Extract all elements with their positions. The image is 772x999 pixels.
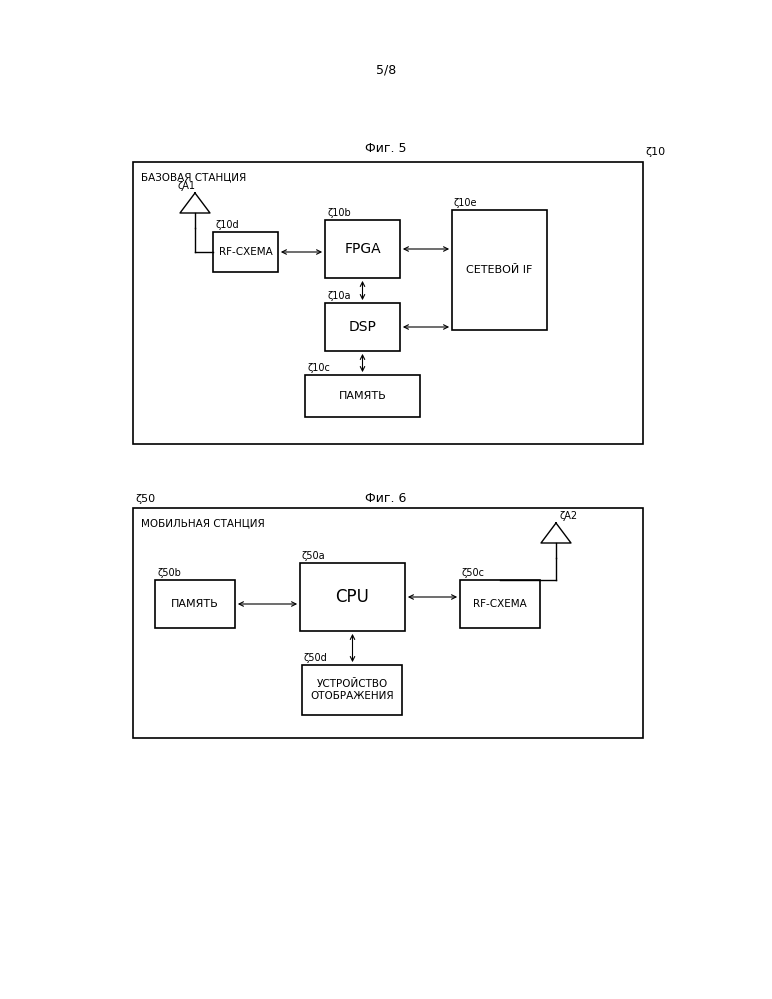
Bar xyxy=(155,580,235,628)
Text: ζ10c: ζ10c xyxy=(307,363,330,373)
Text: 5/8: 5/8 xyxy=(376,64,396,77)
Text: CPU: CPU xyxy=(336,588,370,606)
Text: УСТРОЙСТВО
ОТОБРАЖЕНИЯ: УСТРОЙСТВО ОТОБРАЖЕНИЯ xyxy=(310,679,394,701)
Text: ζ10b: ζ10b xyxy=(327,208,350,218)
Text: ζA2: ζA2 xyxy=(560,511,578,521)
Text: ζ50d: ζ50d xyxy=(304,653,328,663)
Text: FPGA: FPGA xyxy=(344,242,381,256)
Bar xyxy=(305,375,420,417)
Text: ζ50a: ζ50a xyxy=(302,551,326,561)
Text: RF-СХЕМА: RF-СХЕМА xyxy=(473,599,527,609)
Text: БАЗОВАЯ СТАНЦИЯ: БАЗОВАЯ СТАНЦИЯ xyxy=(141,172,246,182)
Text: Фиг. 6: Фиг. 6 xyxy=(365,492,407,504)
Text: ПАМЯТЬ: ПАМЯТЬ xyxy=(171,599,219,609)
Bar xyxy=(325,220,400,278)
Text: ζ10: ζ10 xyxy=(645,147,665,157)
Text: ζ50c: ζ50c xyxy=(462,568,485,578)
Bar xyxy=(302,665,402,715)
Bar xyxy=(213,232,278,272)
Text: ζ50: ζ50 xyxy=(135,494,155,504)
Text: ПАМЯТЬ: ПАМЯТЬ xyxy=(339,391,386,401)
Bar xyxy=(325,303,400,351)
Text: ζA1: ζA1 xyxy=(177,181,195,191)
Bar xyxy=(133,162,643,444)
Bar xyxy=(300,563,405,631)
Text: ζ10d: ζ10d xyxy=(215,220,239,230)
Text: Фиг. 5: Фиг. 5 xyxy=(365,142,407,155)
Text: ζ10a: ζ10a xyxy=(327,291,350,301)
Bar xyxy=(452,210,547,330)
Text: DSP: DSP xyxy=(349,320,377,334)
Text: RF-СХЕМА: RF-СХЕМА xyxy=(218,247,273,257)
Bar xyxy=(460,580,540,628)
Bar xyxy=(133,508,643,738)
Text: МОБИЛЬНАЯ СТАНЦИЯ: МОБИЛЬНАЯ СТАНЦИЯ xyxy=(141,518,265,528)
Text: ζ10e: ζ10e xyxy=(454,198,478,208)
Text: СЕТЕВОЙ IF: СЕТЕВОЙ IF xyxy=(466,265,533,275)
Text: ζ50b: ζ50b xyxy=(157,568,181,578)
